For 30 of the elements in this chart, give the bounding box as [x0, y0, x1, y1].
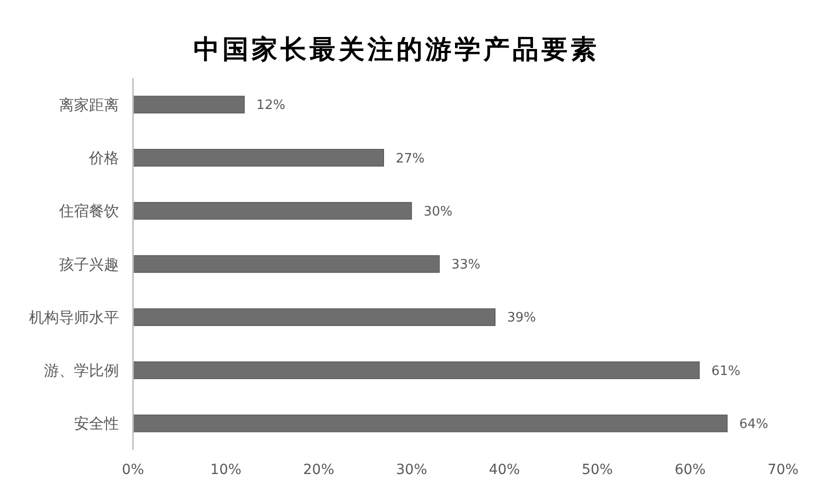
y-tick-label: 游、学比例 — [44, 362, 119, 380]
x-tick-label: 10% — [210, 462, 242, 478]
data-label: 33% — [451, 258, 480, 273]
y-tick-label: 价格 — [88, 148, 119, 167]
x-tick-label: 70% — [767, 462, 799, 478]
x-tick-label: 0% — [122, 462, 144, 478]
y-tick-label: 离家距离 — [59, 96, 119, 114]
bar — [132, 414, 728, 432]
x-tick-label: 40% — [488, 462, 520, 478]
bar — [132, 308, 496, 326]
data-label: 39% — [507, 310, 536, 326]
data-label: 64% — [739, 416, 768, 432]
bar — [132, 202, 412, 220]
y-tick-label: 孩子兴趣 — [59, 255, 119, 274]
y-tick-label: 机构导师水平 — [29, 308, 119, 326]
data-label: 12% — [256, 98, 286, 114]
x-tick-label: 50% — [582, 462, 613, 478]
bar — [132, 148, 384, 166]
data-label: 27% — [396, 151, 425, 166]
data-label: 30% — [424, 204, 452, 220]
x-tick-label: 20% — [303, 462, 334, 478]
bar — [132, 96, 245, 114]
chart-title: 中国家长最关注的游学产品要素 — [194, 35, 600, 65]
data-label: 61% — [711, 364, 740, 379]
y-tick-label: 住宿餐饮 — [58, 202, 119, 220]
x-tick-label: 30% — [396, 462, 428, 478]
bar — [132, 255, 440, 273]
bar — [132, 362, 700, 380]
y-tick-label: 安全性 — [74, 414, 119, 433]
x-tick-label: 60% — [674, 462, 706, 478]
